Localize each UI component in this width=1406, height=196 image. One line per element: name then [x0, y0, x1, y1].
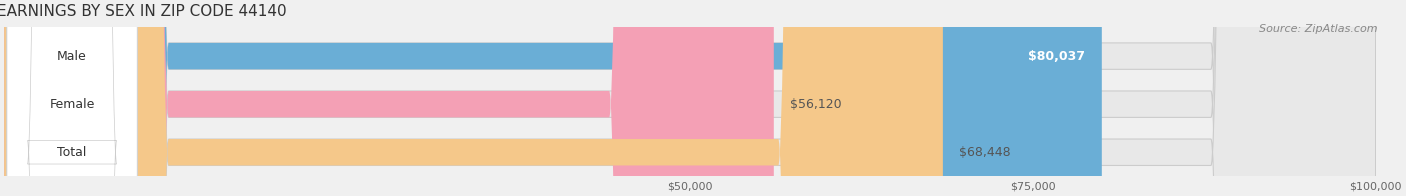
Text: Male: Male	[58, 50, 87, 63]
FancyBboxPatch shape	[4, 0, 1375, 196]
FancyBboxPatch shape	[7, 0, 138, 196]
FancyBboxPatch shape	[4, 0, 1375, 196]
FancyBboxPatch shape	[4, 0, 773, 196]
Text: Female: Female	[49, 98, 94, 111]
Text: $56,120: $56,120	[790, 98, 842, 111]
FancyBboxPatch shape	[4, 0, 1102, 196]
Text: $80,037: $80,037	[1028, 50, 1085, 63]
Text: $68,448: $68,448	[959, 146, 1011, 159]
FancyBboxPatch shape	[4, 0, 1375, 196]
Text: Total: Total	[58, 146, 87, 159]
FancyBboxPatch shape	[7, 0, 138, 196]
FancyBboxPatch shape	[7, 0, 138, 196]
FancyBboxPatch shape	[4, 0, 943, 196]
Text: EARNINGS BY SEX IN ZIP CODE 44140: EARNINGS BY SEX IN ZIP CODE 44140	[0, 4, 287, 19]
Text: Source: ZipAtlas.com: Source: ZipAtlas.com	[1260, 24, 1378, 34]
